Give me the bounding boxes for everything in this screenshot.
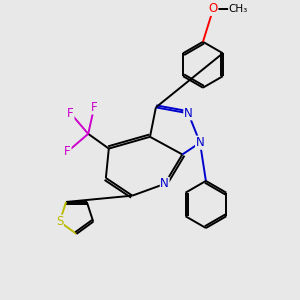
Text: N: N [196, 136, 204, 149]
Text: N: N [160, 177, 169, 190]
Text: F: F [91, 101, 98, 114]
Text: F: F [67, 107, 74, 120]
Text: S: S [56, 215, 63, 228]
Text: F: F [64, 145, 71, 158]
Text: N: N [184, 107, 193, 120]
Text: O: O [208, 2, 218, 15]
Text: CH₃: CH₃ [229, 4, 248, 14]
